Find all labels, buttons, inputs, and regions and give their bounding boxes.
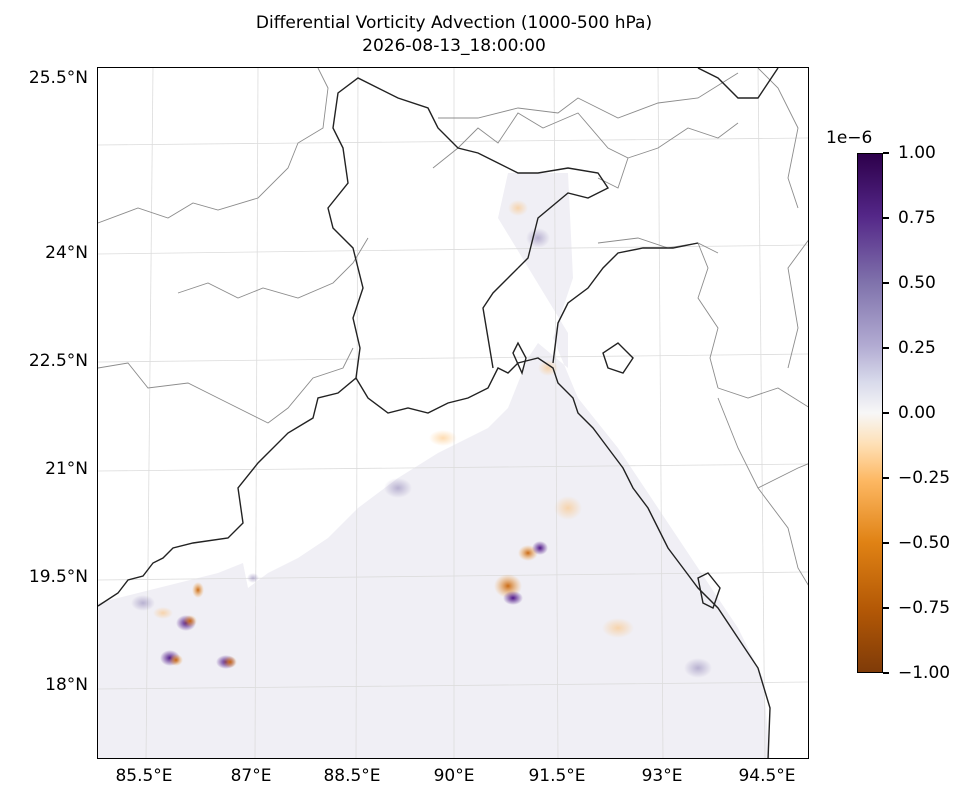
map-panel xyxy=(97,67,809,759)
colorbar-tick-label: 1.00 xyxy=(898,143,936,163)
coastline xyxy=(98,68,779,758)
lat-label: 22.5°N xyxy=(28,351,88,371)
vorticity-cells xyxy=(131,200,712,678)
lon-label: 91.5°E xyxy=(528,766,586,786)
lon-label: 85.5°E xyxy=(115,766,173,786)
colorbar-tick-label: −0.75 xyxy=(898,598,951,618)
lat-label: 19.5°N xyxy=(28,567,88,587)
gridlines xyxy=(98,68,808,758)
colorbar-tick-mark xyxy=(883,347,889,349)
colorbar xyxy=(857,153,883,673)
map-svg xyxy=(98,68,808,758)
colorbar-tick-mark xyxy=(883,282,889,284)
colorbar-tick-label: −0.25 xyxy=(898,468,951,488)
colorbar-tick-mark xyxy=(883,217,889,219)
lat-label: 18°N xyxy=(45,675,88,695)
colorbar-exponent: 1e−6 xyxy=(826,128,873,148)
colorbar-tick-label: 0.25 xyxy=(898,338,936,358)
lon-label: 94.5°E xyxy=(738,766,796,786)
colorbar-tick-label: −0.50 xyxy=(898,533,951,553)
colorbar-tick-mark xyxy=(883,672,889,674)
lon-label: 90°E xyxy=(433,766,475,786)
colorbar-tick-mark xyxy=(883,607,889,609)
lat-label: 21°N xyxy=(45,459,88,479)
lat-label: 24°N xyxy=(45,243,88,263)
colorbar-tick-mark xyxy=(883,542,889,544)
lon-label: 88.5°E xyxy=(323,766,381,786)
lat-label: 25.5°N xyxy=(28,68,88,88)
admin-borders xyxy=(98,68,808,586)
ocean-field xyxy=(98,173,770,758)
colorbar-tick-mark xyxy=(883,152,889,154)
colorbar-tick-label: 0.50 xyxy=(898,273,936,293)
colorbar-tick-label: −1.00 xyxy=(898,663,951,683)
colorbar-tick-label: 0.00 xyxy=(898,403,936,423)
colorbar-tick-label: 0.75 xyxy=(898,208,936,228)
chart-title: Differential Vorticity Advection (1000-5… xyxy=(255,13,653,33)
lon-label: 87°E xyxy=(230,766,272,786)
chart-subtitle-time: 2026-08-13_18:00:00 xyxy=(362,36,546,56)
colorbar-tick-mark xyxy=(883,477,889,479)
colorbar-tick-mark xyxy=(883,412,889,414)
lon-label: 93°E xyxy=(641,766,683,786)
